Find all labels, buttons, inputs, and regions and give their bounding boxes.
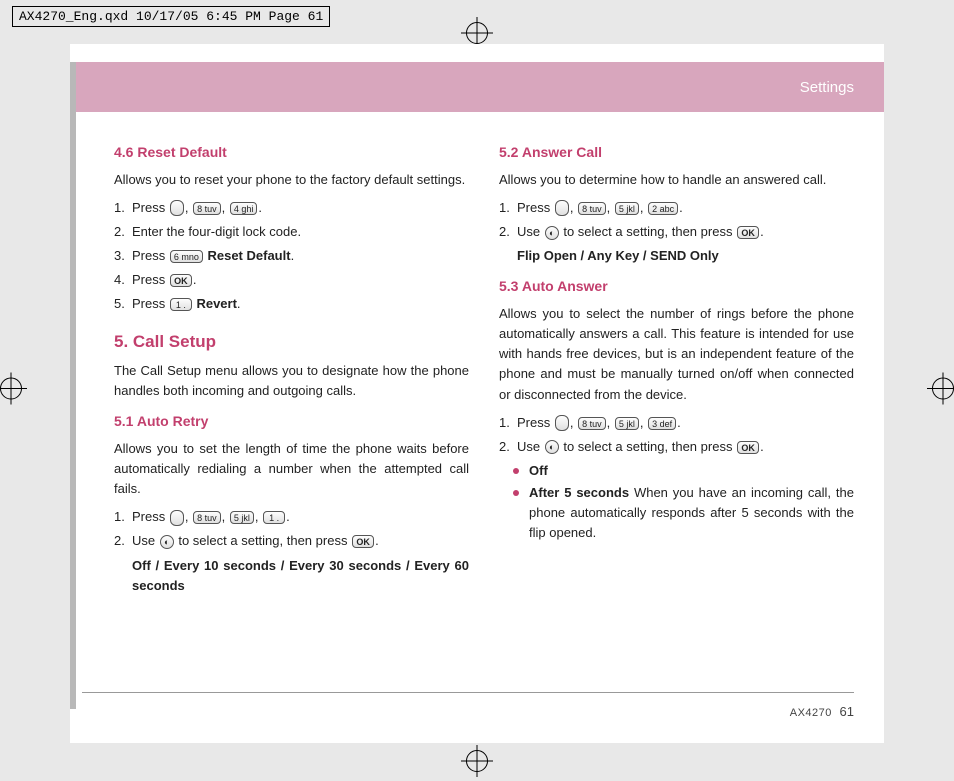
heading-5: 5. Call Setup bbox=[114, 329, 469, 355]
menu-key-icon bbox=[555, 415, 569, 431]
desc-5-3: Allows you to select the number of rings… bbox=[499, 304, 854, 405]
bullet-item: After 5 seconds When you have an incomin… bbox=[499, 483, 854, 543]
key-icon: 2 abc bbox=[648, 202, 678, 215]
step: 1.Press , 8 tuv, 5 jkl, 1 .. bbox=[114, 507, 469, 527]
registration-mark-left bbox=[0, 377, 22, 404]
footer-model: AX4270 bbox=[790, 707, 832, 719]
bullet-item: Off bbox=[499, 461, 854, 481]
key-icon: 8 tuv bbox=[193, 511, 221, 524]
step: 3.Press 6 mno Reset Default. bbox=[114, 246, 469, 266]
menu-key-icon bbox=[170, 510, 184, 526]
content-area: 4.6 Reset Default Allows you to reset yo… bbox=[114, 132, 854, 683]
section-banner: Settings bbox=[70, 62, 884, 112]
step: 2.Enter the four-digit lock code. bbox=[114, 222, 469, 242]
heading-5-3: 5.3 Auto Answer bbox=[499, 276, 854, 298]
nav-key-icon: ◐ bbox=[160, 535, 174, 549]
key-icon: 8 tuv bbox=[578, 202, 606, 215]
key-icon: 1 . bbox=[170, 298, 192, 311]
step: 1.Press , 8 tuv, 5 jkl, 3 def. bbox=[499, 413, 854, 433]
heading-4-6: 4.6 Reset Default bbox=[114, 142, 469, 164]
key-icon: 3 def bbox=[648, 417, 676, 430]
right-column: 5.2 Answer Call Allows you to determine … bbox=[499, 132, 854, 683]
desc-4-6: Allows you to reset your phone to the fa… bbox=[114, 170, 469, 190]
options-5-1: Off / Every 10 seconds / Every 30 second… bbox=[114, 556, 469, 596]
nav-key-icon: ◐ bbox=[545, 440, 559, 454]
key-icon: 5 jkl bbox=[230, 511, 254, 524]
key-icon: 8 tuv bbox=[578, 417, 606, 430]
ok-key-icon: OK bbox=[737, 441, 759, 454]
key-icon: 5 jkl bbox=[615, 202, 639, 215]
nav-key-icon: ◐ bbox=[545, 226, 559, 240]
ok-key-icon: OK bbox=[352, 535, 374, 548]
step: 4.Press OK. bbox=[114, 270, 469, 290]
step: 2.Use ◐ to select a setting, then press … bbox=[499, 222, 854, 242]
step: 2.Use ◐ to select a setting, then press … bbox=[114, 531, 469, 551]
options-5-2: Flip Open / Any Key / SEND Only bbox=[499, 246, 854, 266]
menu-key-icon bbox=[555, 200, 569, 216]
desc-5: The Call Setup menu allows you to design… bbox=[114, 361, 469, 401]
ok-key-icon: OK bbox=[170, 274, 192, 287]
menu-key-icon bbox=[170, 200, 184, 216]
footer-page-number: 61 bbox=[840, 704, 854, 719]
key-icon: 4 ghi bbox=[230, 202, 258, 215]
step: 1.Press , 8 tuv, 5 jkl, 2 abc. bbox=[499, 198, 854, 218]
heading-5-2: 5.2 Answer Call bbox=[499, 142, 854, 164]
ok-key-icon: OK bbox=[737, 226, 759, 239]
page-footer: AX4270 61 bbox=[790, 704, 854, 719]
footer-rule bbox=[82, 692, 854, 693]
steps-4-6: 1.Press , 8 tuv, 4 ghi. 2.Enter the four… bbox=[114, 198, 469, 315]
registration-mark-bottom bbox=[466, 750, 488, 777]
heading-5-1: 5.1 Auto Retry bbox=[114, 411, 469, 433]
steps-5-3: 1.Press , 8 tuv, 5 jkl, 3 def. 2.Use ◐ t… bbox=[499, 413, 854, 457]
key-icon: 8 tuv bbox=[193, 202, 221, 215]
steps-5-1: 1.Press , 8 tuv, 5 jkl, 1 .. 2.Use ◐ to … bbox=[114, 507, 469, 551]
left-column: 4.6 Reset Default Allows you to reset yo… bbox=[114, 132, 469, 683]
step: 2.Use ◐ to select a setting, then press … bbox=[499, 437, 854, 457]
desc-5-1: Allows you to set the length of time the… bbox=[114, 439, 469, 499]
key-icon: 1 . bbox=[263, 511, 285, 524]
margin-stripe bbox=[70, 62, 76, 709]
page: Settings 4.6 Reset Default Allows you to… bbox=[70, 44, 884, 743]
step: 1.Press , 8 tuv, 4 ghi. bbox=[114, 198, 469, 218]
key-icon: 5 jkl bbox=[615, 417, 639, 430]
desc-5-2: Allows you to determine how to handle an… bbox=[499, 170, 854, 190]
banner-title: Settings bbox=[800, 79, 854, 96]
step: 5.Press 1 . Revert. bbox=[114, 294, 469, 314]
qxd-header: AX4270_Eng.qxd 10/17/05 6:45 PM Page 61 bbox=[12, 6, 330, 27]
registration-mark-right bbox=[932, 377, 954, 404]
steps-5-2: 1.Press , 8 tuv, 5 jkl, 2 abc. 2.Use ◐ t… bbox=[499, 198, 854, 242]
key-icon: 6 mno bbox=[170, 250, 203, 263]
